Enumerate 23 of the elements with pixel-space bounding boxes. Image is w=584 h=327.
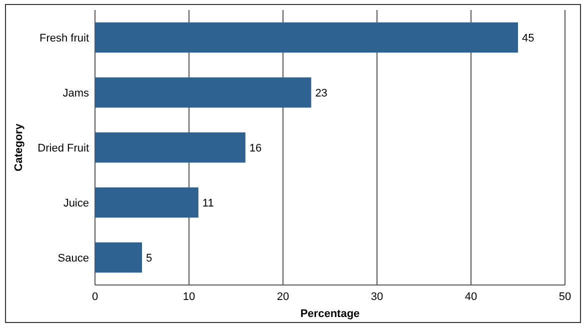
bar [95,22,518,53]
x-tick-label: 50 [558,291,572,303]
y-tick-label: Sauce [58,252,89,264]
y-tick-label: Dried Fruit [38,142,89,154]
data-label: 5 [146,252,152,264]
data-label: 45 [522,32,534,44]
y-axis-title: Category [13,122,25,172]
x-axis-title: Percentage [300,308,360,320]
data-label: 23 [315,87,328,100]
bar [95,77,312,108]
bar [95,242,142,273]
x-tick-label: 30 [370,291,384,303]
x-tick-label: 0 [92,291,98,303]
y-tick-label: Jams [62,87,90,100]
y-tick-label: Fresh fruit [39,32,89,44]
x-tick-label: 20 [276,291,290,303]
x-tick-label: 10 [182,291,196,303]
data-label: 11 [202,197,214,210]
y-tick-label: Juice [63,197,89,210]
x-tick-label: 40 [464,291,478,303]
data-label: 16 [249,142,262,154]
bar [95,132,246,163]
bar [95,187,198,218]
